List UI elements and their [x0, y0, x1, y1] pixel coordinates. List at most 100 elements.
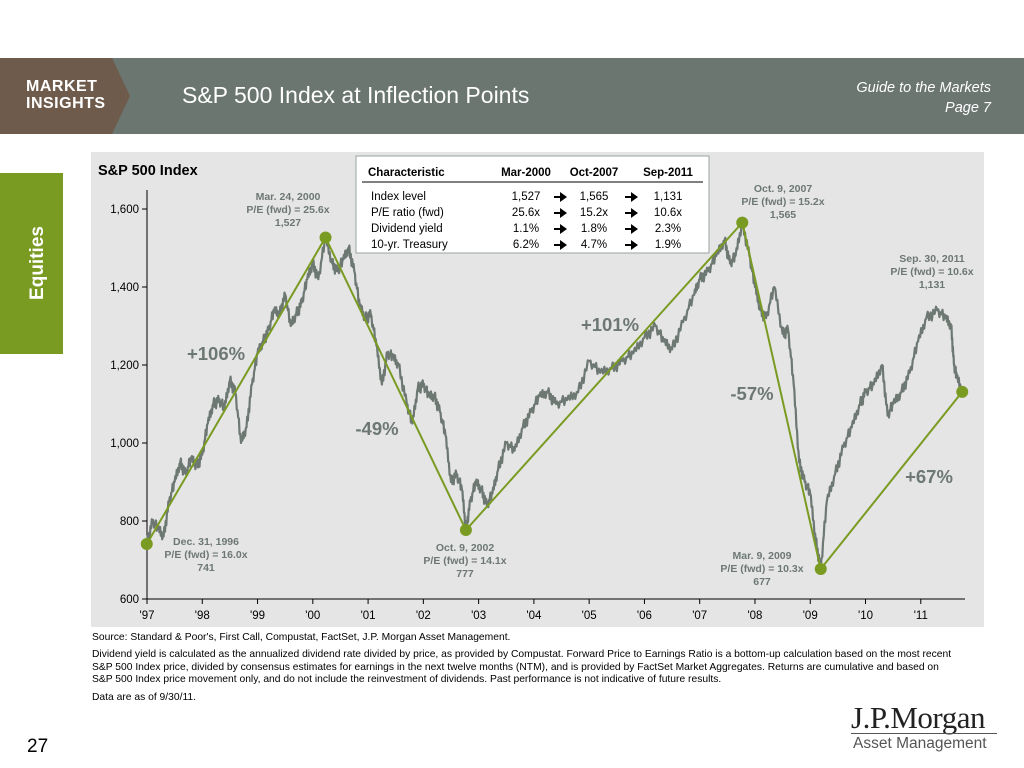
header-bar — [0, 58, 1024, 134]
percent-change-label: +101% — [581, 314, 639, 335]
percent-change-label: +106% — [187, 343, 245, 364]
x-tick-label: '03 — [471, 610, 486, 622]
table-cell: 6.2% — [513, 239, 539, 251]
section-tab — [0, 173, 63, 354]
x-tick-label: '06 — [637, 610, 652, 622]
inflection-point-label: Sep. 30, 2011 — [899, 253, 965, 265]
table-cell: 4.7% — [581, 239, 607, 251]
guide-title: Guide to the Markets — [856, 80, 991, 96]
table-cell: 1,527 — [512, 191, 541, 203]
x-tick-label: '07 — [692, 610, 707, 622]
section-tab-label: Equities — [27, 226, 48, 300]
jpmorgan-logo: J.P.Morgan — [851, 700, 985, 735]
table-cell: 1,131 — [654, 191, 683, 203]
table-header: Oct-2007 — [570, 167, 619, 179]
asof-note: Data are as of 9/30/11. — [92, 691, 196, 703]
market-insights-badge — [0, 58, 130, 134]
methodology-note: Dividend yield is calculated as the annu… — [92, 649, 952, 686]
y-tick-label: 1,600 — [110, 204, 139, 216]
inflection-point-label: P/E (fwd) = 10.6x — [890, 266, 973, 278]
table-cell: Dividend yield — [371, 223, 443, 235]
x-tick-label: '04 — [526, 610, 542, 622]
badge-line2: INSIGHTS — [26, 95, 106, 112]
inflection-point-label: P/E (fwd) = 25.6x — [246, 204, 329, 216]
table-arrow-icon — [625, 208, 638, 218]
sp500-series-line — [145, 220, 964, 571]
characteristics-table — [355, 155, 710, 254]
inflection-point-label: Oct. 9, 2002 — [436, 542, 495, 554]
sp500-chart: S&P 500 Index 600 800 1,000 1,200 1,400 1,600 '… — [98, 155, 974, 622]
page-number: 27 — [27, 736, 49, 757]
chart-title: S&P 500 Index — [98, 163, 198, 179]
percent-change-label: -57% — [730, 383, 773, 404]
table-arrow-icon — [625, 240, 638, 250]
inflection-point-label: Dec. 31, 1996 — [173, 536, 239, 548]
footnotes: Source: Standard & Poor's, First Call, C… — [92, 632, 962, 709]
y-tick-label: 1,400 — [110, 282, 139, 294]
x-tick-label: '98 — [195, 610, 210, 622]
table-cell: 1.1% — [513, 223, 539, 235]
table-arrow-icon — [554, 240, 567, 250]
page-title: S&P 500 Index at Inflection Points — [182, 82, 530, 108]
market-insights-logo: MARKET INSIGHTS — [26, 78, 106, 112]
table-cell: 1.9% — [655, 239, 681, 251]
y-tick-label: 1,000 — [110, 438, 139, 450]
inflection-point-label: 1,565 — [770, 209, 796, 221]
x-tick-label: '09 — [803, 610, 818, 622]
chart-panel: S&P 500 Index 600 800 1,000 1,200 1,400 1,600 '… — [91, 152, 984, 627]
table-header: Sep-2011 — [643, 167, 693, 179]
inflection-point-label: 777 — [456, 568, 474, 580]
inflection-point-label: 677 — [753, 576, 771, 588]
y-tick-label: 1,200 — [110, 360, 139, 372]
inflection-point-label: P/E (fwd) = 14.1x — [423, 555, 506, 567]
x-tick-label: '10 — [858, 610, 873, 622]
percent-change-label: +67% — [905, 466, 953, 487]
table-arrow-icon — [554, 224, 567, 234]
inflection-point-label: 741 — [197, 562, 215, 574]
logo-subtitle: Asset Management — [853, 735, 987, 752]
table-arrow-icon — [554, 208, 567, 218]
table-cell: Index level — [371, 191, 426, 203]
x-tick-label: '05 — [582, 610, 597, 622]
logo-divider — [851, 733, 997, 734]
inflection-point-marker — [459, 523, 472, 536]
x-tick-label: '00 — [305, 610, 320, 622]
inflection-point-marker — [956, 385, 969, 398]
x-tick-label: '08 — [747, 610, 762, 622]
table-header: Characteristic — [368, 167, 445, 179]
table-cell: 25.6x — [512, 207, 540, 219]
source-note: Source: Standard & Poor's, First Call, C… — [92, 632, 511, 643]
table-cell: 10.6x — [654, 207, 682, 219]
inflection-point-marker — [140, 538, 153, 551]
table-cell: 15.2x — [580, 207, 608, 219]
table-cell: 1.8% — [581, 223, 607, 235]
trend-line — [145, 220, 963, 572]
inflection-point-label: 1,527 — [275, 217, 301, 229]
badge-line1: MARKET — [26, 78, 98, 95]
table-arrow-icon — [625, 192, 638, 202]
table-cell: 10-yr. Treasury — [371, 239, 448, 251]
inflection-point-label: P/E (fwd) = 16.0x — [164, 549, 247, 561]
inflection-point-label: Mar. 24, 2000 — [256, 191, 321, 203]
guide-page: Page 7 — [945, 100, 991, 116]
inflection-point-label: Mar. 9, 2009 — [733, 550, 792, 562]
inflection-point-label: Oct. 9, 2007 — [754, 183, 813, 195]
inflection-point-label: P/E (fwd) = 15.2x — [741, 196, 824, 208]
table-cell: 1,565 — [580, 191, 609, 203]
percent-change-label: -49% — [355, 418, 398, 439]
table-arrow-icon — [625, 224, 638, 234]
table-cell: P/E ratio (fwd) — [371, 207, 444, 219]
guide-reference: Guide to the Markets Page 7 — [856, 78, 991, 118]
inflection-point-marker — [814, 562, 827, 575]
inflection-point-label: P/E (fwd) = 10.3x — [720, 563, 803, 575]
x-tick-label: '99 — [250, 610, 265, 622]
inflection-point-marker — [319, 231, 332, 244]
x-tick-label: '11 — [914, 610, 928, 622]
x-tick-label: '02 — [416, 610, 431, 622]
y-tick-label: 600 — [120, 594, 139, 606]
inflection-point-marker — [736, 216, 749, 229]
x-tick-label: '97 — [140, 610, 155, 622]
y-tick-label: 800 — [120, 516, 139, 528]
table-header: Mar-2000 — [501, 167, 551, 179]
table-cell: 2.3% — [655, 223, 681, 235]
